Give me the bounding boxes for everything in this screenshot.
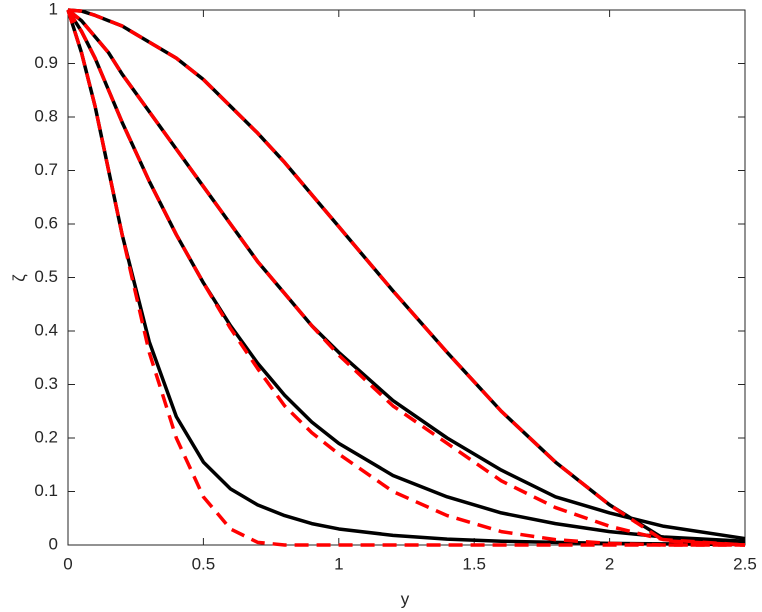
x-axis-label: y	[401, 589, 410, 608]
y-tick-label: 0.8	[34, 106, 58, 125]
y-tick-label: 0.7	[34, 160, 58, 179]
series-line	[66, 8, 746, 547]
y-tick-label: 0	[49, 534, 58, 553]
x-tick-label: 1	[334, 554, 343, 573]
y-tick-label: 0.2	[34, 427, 58, 446]
y-axis-label: ζ	[9, 274, 28, 282]
x-tick-label: 2	[605, 554, 614, 573]
x-tick-label: 1.5	[462, 554, 486, 573]
x-tick-label: 0.5	[192, 554, 216, 573]
series-line	[66, 9, 745, 547]
y-tick-label: 1	[49, 0, 58, 18]
y-tick-label: 0.6	[34, 213, 58, 232]
y-tick-label: 0.9	[34, 53, 58, 72]
plot-frame	[67, 9, 746, 546]
series-line	[67, 8, 746, 547]
series-line	[66, 9, 745, 547]
y-tick-label: 0.1	[34, 481, 58, 500]
y-tick-label: 0.3	[34, 374, 58, 393]
x-tick-label: 2.5	[733, 554, 757, 573]
y-tick-label: 0.5	[34, 267, 58, 286]
y-tick-label: 0.4	[34, 320, 58, 339]
x-tick-label: 0	[63, 554, 72, 573]
